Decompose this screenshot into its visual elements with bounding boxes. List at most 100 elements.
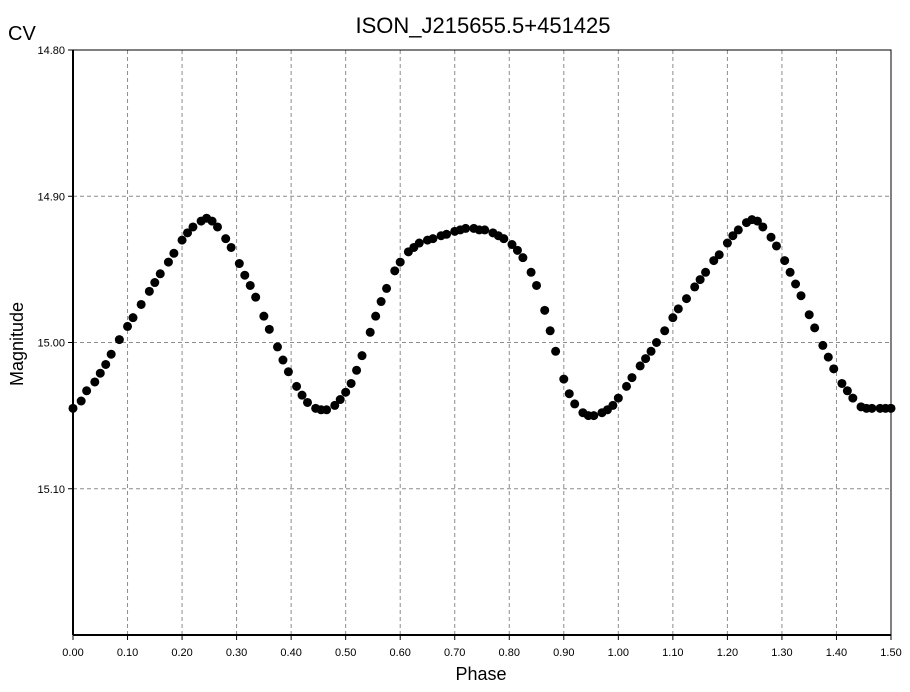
x-tick-label: 0.60 — [389, 647, 410, 659]
data-point — [532, 280, 542, 290]
data-point — [722, 238, 732, 248]
data-point — [499, 234, 509, 244]
x-tick-label: 0.90 — [553, 647, 574, 659]
data-point — [341, 387, 351, 397]
data-point — [810, 323, 820, 333]
data-point — [660, 326, 670, 336]
data-point — [428, 234, 438, 244]
data-point — [823, 352, 833, 362]
data-point — [796, 291, 806, 301]
y-tick-label: 15.00 — [37, 338, 65, 350]
data-point — [365, 327, 375, 337]
data-point — [90, 377, 100, 387]
data-point — [382, 283, 392, 293]
data-point — [188, 222, 198, 232]
data-point — [150, 278, 160, 288]
data-point — [564, 389, 574, 399]
data-point — [545, 326, 555, 336]
data-point — [234, 259, 244, 269]
data-point — [791, 279, 801, 289]
x-tick-label: 1.50 — [880, 647, 901, 659]
y-tick-label: 15.10 — [37, 484, 65, 496]
chart-title: ISON_J215655.5+451425 — [355, 13, 610, 38]
data-point — [292, 381, 302, 391]
data-point — [114, 335, 124, 345]
data-point — [442, 229, 452, 239]
x-tick-label: 0.30 — [226, 647, 247, 659]
data-point — [177, 235, 187, 245]
data-point — [766, 232, 776, 242]
x-tick-label: 0.10 — [117, 647, 138, 659]
x-tick-label: 0.70 — [444, 647, 465, 659]
data-point — [771, 241, 781, 251]
data-point — [695, 275, 705, 285]
data-point — [570, 399, 580, 409]
data-point — [608, 400, 618, 410]
data-point — [512, 245, 522, 255]
data-point — [480, 225, 490, 235]
data-point — [346, 378, 356, 388]
data-point — [559, 374, 569, 384]
corner-label: CV — [8, 23, 36, 45]
data-point — [652, 338, 662, 347]
x-tick-label: 1.30 — [771, 647, 792, 659]
y-axis-label: Magnitude — [7, 302, 27, 386]
data-point — [169, 248, 179, 258]
data-point — [701, 267, 711, 277]
data-point — [668, 313, 678, 323]
data-point — [641, 354, 651, 364]
data-point — [837, 378, 847, 388]
axis-ticks: 0.00 0.10 0.20 0.30 0.40 0.50 0.60 0.70 0.80 0.90… — [37, 45, 901, 659]
data-point — [461, 223, 471, 233]
data-point — [540, 305, 550, 315]
data-point — [829, 364, 839, 374]
data-point — [526, 267, 536, 277]
data-points — [68, 213, 896, 421]
data-point — [622, 381, 632, 391]
data-point — [709, 256, 719, 266]
data-point — [376, 297, 386, 307]
grid-lines — [73, 50, 891, 635]
data-point — [106, 349, 116, 359]
data-point — [758, 222, 768, 232]
data-point — [613, 393, 623, 403]
data-point — [144, 286, 154, 296]
data-point — [273, 342, 282, 352]
x-axis-label: Phase — [455, 664, 506, 684]
x-tick-label: 0.50 — [335, 647, 356, 659]
data-point — [283, 367, 293, 377]
data-point — [752, 216, 762, 226]
data-point — [123, 321, 133, 331]
data-point — [95, 368, 105, 378]
data-point — [352, 365, 362, 375]
data-point — [518, 253, 528, 263]
data-point — [690, 282, 700, 292]
data-point — [682, 294, 691, 304]
data-point — [635, 361, 645, 371]
data-point — [414, 238, 424, 248]
data-point — [302, 397, 312, 407]
data-point — [785, 267, 795, 277]
y-tick-label: 14.90 — [37, 191, 65, 203]
data-point — [76, 396, 86, 406]
x-tick-label: 1.10 — [662, 647, 683, 659]
data-point — [867, 403, 877, 413]
data-point — [390, 266, 400, 276]
data-point — [183, 228, 193, 238]
data-point — [245, 280, 255, 290]
data-point — [371, 311, 381, 321]
data-point — [330, 400, 340, 410]
data-point — [240, 270, 250, 280]
data-point — [733, 225, 743, 235]
data-point — [136, 299, 146, 309]
data-point — [804, 310, 814, 320]
data-point — [335, 395, 345, 405]
data-point — [627, 373, 637, 383]
data-point — [357, 351, 367, 361]
x-tick-label: 0.00 — [62, 647, 83, 659]
data-point — [207, 216, 217, 226]
data-point — [589, 411, 599, 421]
data-point — [82, 386, 92, 396]
